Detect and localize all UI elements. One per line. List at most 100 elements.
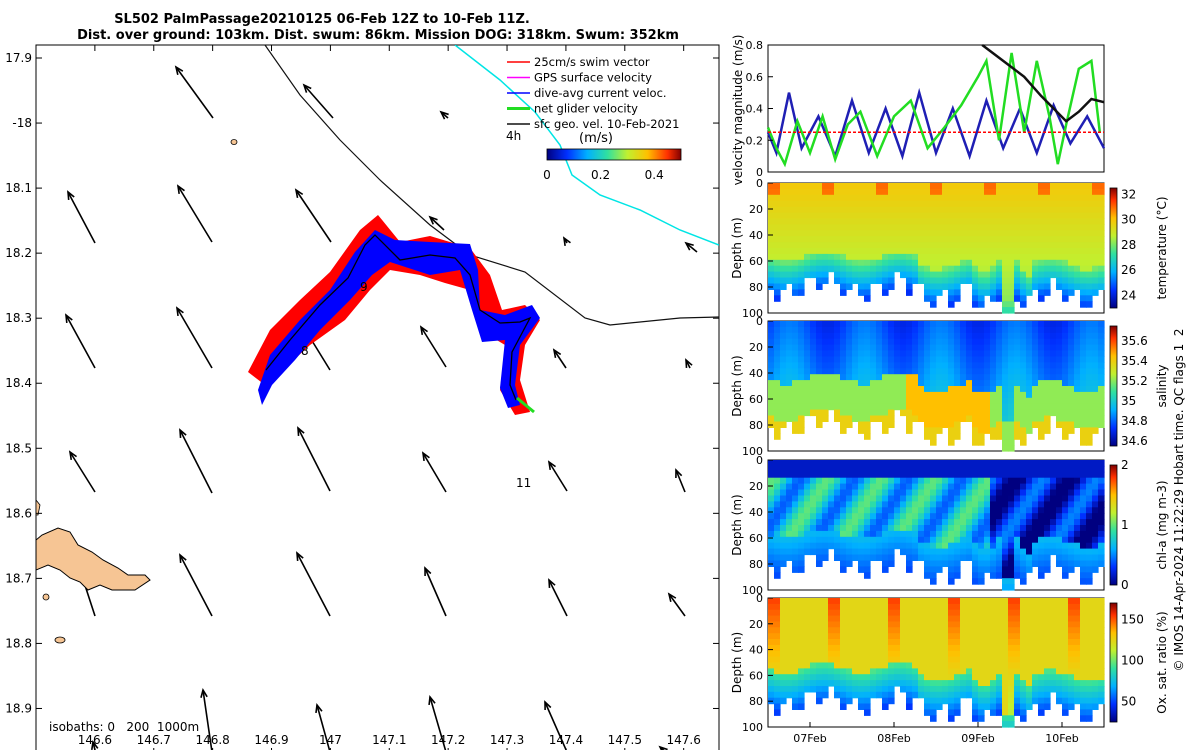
map-colorbar-tick: 0 xyxy=(543,168,551,182)
geostrophic-arrow xyxy=(685,242,698,253)
temperature-section: 0 20 40 60 80 100 Depth (m) 24 26 28 30 32 temperatu… xyxy=(730,177,1169,320)
colorbar-label: (m/s) xyxy=(579,131,613,146)
geostrophic-arrow-head xyxy=(68,450,78,461)
islet-land-west xyxy=(42,593,50,601)
geostrophic-arrow-head xyxy=(174,65,184,75)
legend-entry: net glider velocity xyxy=(534,102,638,116)
section-cells xyxy=(768,321,1105,452)
section-ytick-label: 60 xyxy=(749,532,763,545)
section-colorbar-tick: 35.6 xyxy=(1121,334,1148,348)
section-colorbar-tick: 0 xyxy=(1121,578,1129,592)
section-ytick-label: 60 xyxy=(749,669,763,682)
geostrophic-arrow xyxy=(179,429,213,494)
geostrophic-arrow xyxy=(675,469,686,493)
geostrophic-arrow-head xyxy=(176,184,185,195)
map-ytick-label: 18.6 xyxy=(5,506,32,520)
geostrophic-arrow xyxy=(429,216,445,231)
geostrophic-arrow-head xyxy=(684,241,694,251)
section-colorbar-tick: 34.6 xyxy=(1121,434,1148,448)
islet-land-south xyxy=(54,636,66,644)
geostrophic-arrow-head xyxy=(419,325,429,336)
section-ytick-label: 40 xyxy=(749,644,763,657)
section-colorbar-tick: 30 xyxy=(1121,213,1136,227)
velocity-ytick-label: 0.4 xyxy=(746,103,764,116)
geostrophic-arrow-head xyxy=(200,687,208,698)
section-colorbar xyxy=(1109,187,1118,309)
geostrophic-arrow-head xyxy=(547,460,556,471)
geostrophic-arrow xyxy=(303,84,334,119)
geostrophic-arrow xyxy=(69,451,96,493)
section-ytick-label: 20 xyxy=(749,203,763,216)
geostrophic-arrow-head xyxy=(179,553,187,564)
geostrophic-arrow-head xyxy=(65,313,73,324)
geostrophic-arrow-head xyxy=(179,428,187,439)
islet-land-small xyxy=(230,139,238,145)
section-colorbar-tick: 34.8 xyxy=(1121,414,1148,428)
legend-entry: GPS surface velocity xyxy=(534,71,652,85)
section-colorbar-tick: 35 xyxy=(1121,394,1136,408)
geostrophic-arrow-head xyxy=(675,468,683,479)
chlorophyll-section: 0 20 40 60 80 100 Depth (m) 0 1 2 chl-a (mg m-3) xyxy=(730,454,1169,597)
geostrophic-arrow xyxy=(420,326,447,368)
map-colorbar-ticks: 0 0.2 0.4 xyxy=(543,168,664,182)
geostrophic-arrow-head xyxy=(544,700,552,711)
oxygen-section: 0 20 40 60 80 100 Depth (m) 50 100 150 Ox. sat. ra… xyxy=(730,592,1169,734)
map-colorbar xyxy=(546,148,682,161)
map-xtick-label: 146.8 xyxy=(195,733,229,747)
map-ytick-label: 18.8 xyxy=(5,636,32,650)
geostrophic-arrow-head xyxy=(421,451,430,462)
section-ytick-label: 20 xyxy=(749,618,763,631)
section-ytick-label: 20 xyxy=(749,480,763,493)
islet-land xyxy=(36,499,41,516)
salinity-section: 0 20 40 60 80 100 Depth (m) 34.6 34.8 35 35.2 35.4 3… xyxy=(730,315,1169,458)
legend-time-label: 4h xyxy=(506,129,521,143)
section-colorbar xyxy=(1109,602,1118,723)
section-colorbar-label: salinity xyxy=(1155,364,1169,407)
section-ytick-label: 0 xyxy=(756,592,763,605)
section-ytick-label: 0 xyxy=(756,454,763,467)
map-xtick-label: 146.6 xyxy=(78,733,112,747)
section-ylabel: Depth (m) xyxy=(730,632,744,693)
time-tick-label: 07Feb xyxy=(793,732,826,745)
section-ytick-label: 100 xyxy=(742,445,763,458)
map-ytick-label: 18.7 xyxy=(5,571,32,585)
section-colorbar-tick: 32 xyxy=(1121,187,1136,201)
geostrophic-arrow xyxy=(316,704,331,750)
geostrophic-arrow-head xyxy=(67,190,75,201)
geostrophic-arrow xyxy=(297,427,331,492)
map-xtick-label: 147.4 xyxy=(549,733,583,747)
geostrophic-arrow-head xyxy=(428,695,436,706)
map-xtick-label: 146.9 xyxy=(254,733,288,747)
map-xtick-label: 147 xyxy=(319,733,342,747)
section-colorbar-tick: 1 xyxy=(1121,518,1129,532)
section-colorbar-tick: 35.2 xyxy=(1121,374,1148,388)
map-x-ticks: 146.6 146.7 146.8 146.9 147 147.1 147.2 147.3 14… xyxy=(78,45,701,750)
coast-line-cyan xyxy=(454,45,719,246)
section-colorbar xyxy=(1109,464,1118,586)
geostrophic-arrow-head xyxy=(552,348,562,359)
geostrophic-arrow-head xyxy=(424,566,432,577)
section-ytick-label: 0 xyxy=(756,315,763,328)
map-ytick-label: 18.2 xyxy=(5,246,32,260)
geostrophic-arrow xyxy=(296,552,331,617)
section-colorbar-tick: 50 xyxy=(1121,694,1136,708)
island-land xyxy=(36,527,151,591)
velocity-series-line xyxy=(981,44,1105,123)
geostrophic-arrow-head xyxy=(562,236,571,247)
legend-entry: dive-avg current veloc. xyxy=(534,86,667,100)
footer-credit: © IMOS 14-Apr-2024 11:22:29 Hobart time.… xyxy=(1172,329,1186,672)
velocity-ytick-label: 0.6 xyxy=(746,71,764,84)
map-ytick-label: -18 xyxy=(12,116,32,130)
time-tick-label: 08Feb xyxy=(877,732,910,745)
geostrophic-arrow-head xyxy=(315,703,323,714)
section-ytick-label: 80 xyxy=(749,558,763,571)
section-ytick-label: 100 xyxy=(742,307,763,320)
section-ylabel: Depth (m) xyxy=(730,217,744,278)
geostrophic-arrow-head xyxy=(685,358,693,369)
title-line1: SL502 PalmPassage20210125 06-Feb 12Z to … xyxy=(114,12,530,27)
section-colorbar-tick: 2 xyxy=(1121,458,1129,472)
section-ytick-label: 0 xyxy=(756,177,763,190)
legend-entry: sfc geo. vel. 10-Feb-2021 xyxy=(534,117,680,131)
